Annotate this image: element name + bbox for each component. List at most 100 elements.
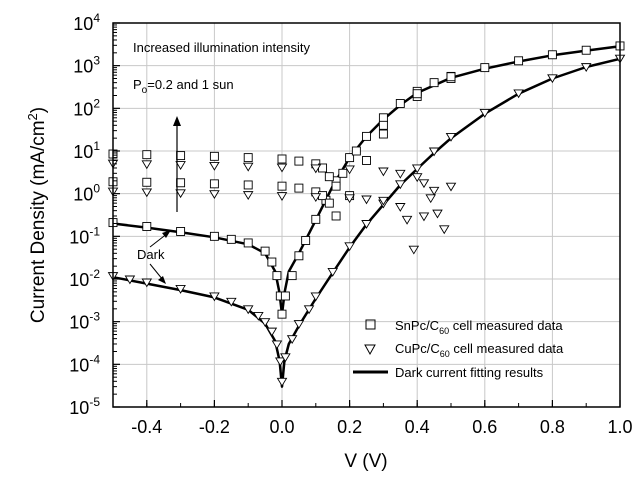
data-point-triangle	[271, 340, 283, 350]
data-point-triangle	[411, 173, 423, 183]
x-tick-label: -0.2	[199, 417, 230, 437]
data-point-triangle	[280, 353, 291, 363]
data-point-square	[176, 227, 186, 236]
data-point-triangle	[141, 188, 153, 198]
data-point-triangle	[175, 161, 186, 170]
legend-item-cupc: CuPc/C60 cell measured data	[364, 341, 564, 359]
data-point-triangle	[408, 245, 420, 255]
y-tick-label: 103	[73, 54, 100, 77]
data-point-triangle	[141, 278, 153, 288]
data-point-square	[331, 181, 341, 191]
y-tick-label: 102	[73, 96, 100, 119]
annotation-illumination: Increased illumination intensity	[133, 40, 311, 55]
svg-text:Dark current fitting results: Dark current fitting results	[395, 365, 544, 380]
data-point-triangle	[310, 292, 322, 302]
data-point-triangle	[242, 305, 254, 315]
data-point-triangle	[242, 162, 254, 172]
data-point-triangle	[310, 164, 322, 174]
arrow-up-icon	[173, 116, 181, 212]
series-cupc-c60-dark	[107, 54, 626, 387]
data-point-triangle	[259, 318, 271, 328]
data-point-square	[243, 238, 253, 248]
data-point-triangle	[428, 186, 440, 196]
data-point-triangle	[293, 320, 305, 329]
data-point-triangle	[547, 74, 558, 84]
data-point-square	[294, 183, 304, 193]
data-point-square	[260, 246, 270, 256]
svg-text:CuPc/C60 cell measured data: CuPc/C60 cell measured data	[395, 341, 564, 359]
data-markers	[107, 41, 626, 387]
data-point-triangle	[513, 89, 524, 99]
data-point-triangle	[425, 194, 437, 204]
data-point-triangle	[418, 179, 430, 189]
data-point-triangle	[378, 196, 389, 206]
data-point-square	[277, 309, 287, 319]
data-point-triangle	[344, 194, 355, 204]
data-point-square	[345, 153, 355, 163]
data-point-triangle	[209, 161, 220, 171]
data-point-triangle	[361, 195, 372, 205]
data-point-square	[362, 156, 371, 165]
data-point-triangle	[361, 220, 372, 229]
plot-frame	[112, 22, 621, 408]
data-point-square	[277, 154, 287, 164]
x-tick-label: -0.4	[131, 417, 162, 437]
data-point-triangle	[175, 189, 186, 199]
data-point-triangle	[276, 377, 288, 387]
data-point-triangle	[303, 305, 315, 315]
data-point-triangle	[428, 147, 440, 157]
data-point-square	[514, 56, 524, 66]
data-point-square	[378, 120, 388, 130]
legend-item-snpc: SnPc/C60 cell measured data	[365, 318, 563, 336]
data-point-square	[209, 151, 219, 161]
data-point-square	[294, 251, 304, 261]
data-point-triangle	[418, 212, 430, 222]
data-point-square	[277, 181, 287, 191]
data-point-square	[142, 177, 152, 187]
data-point-triangle	[438, 225, 450, 235]
y-tick-label: 104	[73, 11, 100, 34]
y-tick-label: 10-5	[69, 395, 100, 418]
annotation-dark: Dark	[137, 247, 165, 262]
data-point-triangle	[445, 132, 457, 142]
y-tick-label: 100	[73, 182, 100, 205]
data-point-triangle	[395, 203, 406, 212]
data-point-triangle	[242, 191, 254, 200]
data-point-square	[287, 271, 297, 281]
data-point-square	[362, 131, 371, 141]
data-point-square	[176, 151, 186, 161]
data-point-square	[280, 291, 290, 301]
data-point-triangle	[209, 292, 220, 302]
y-tick-label: 10-4	[69, 352, 100, 375]
data-point-square	[446, 72, 456, 82]
data-point-triangle	[226, 297, 237, 307]
data-point-square	[351, 146, 361, 156]
data-point-square	[378, 129, 388, 139]
x-tick-label: 0.4	[405, 417, 430, 437]
data-point-square	[209, 231, 219, 241]
data-point-square	[311, 214, 321, 224]
data-point-square	[243, 180, 253, 190]
data-point-triangle	[479, 109, 491, 118]
fit-curves	[112, 45, 621, 388]
data-point-triangle	[276, 192, 288, 201]
data-point-triangle	[266, 327, 278, 337]
data-point-square	[294, 156, 304, 166]
y-tick-label: 10-1	[69, 224, 100, 247]
data-point-square	[272, 271, 282, 281]
data-point-square	[318, 191, 328, 201]
data-point-triangle	[395, 169, 406, 179]
data-point-triangle	[310, 193, 322, 203]
data-point-triangle	[432, 209, 443, 219]
data-point-triangle	[580, 63, 592, 72]
data-point-square	[480, 63, 490, 73]
x-tick-label: 1.0	[607, 417, 632, 437]
data-point-triangle	[344, 165, 355, 175]
data-point-triangle	[344, 242, 355, 252]
data-point-square	[378, 113, 388, 123]
data-point-triangle	[276, 163, 288, 173]
legend-item-fit: Dark current fitting results	[353, 365, 544, 380]
data-point-triangle	[175, 285, 186, 294]
x-tick-label: 0.2	[337, 417, 362, 437]
